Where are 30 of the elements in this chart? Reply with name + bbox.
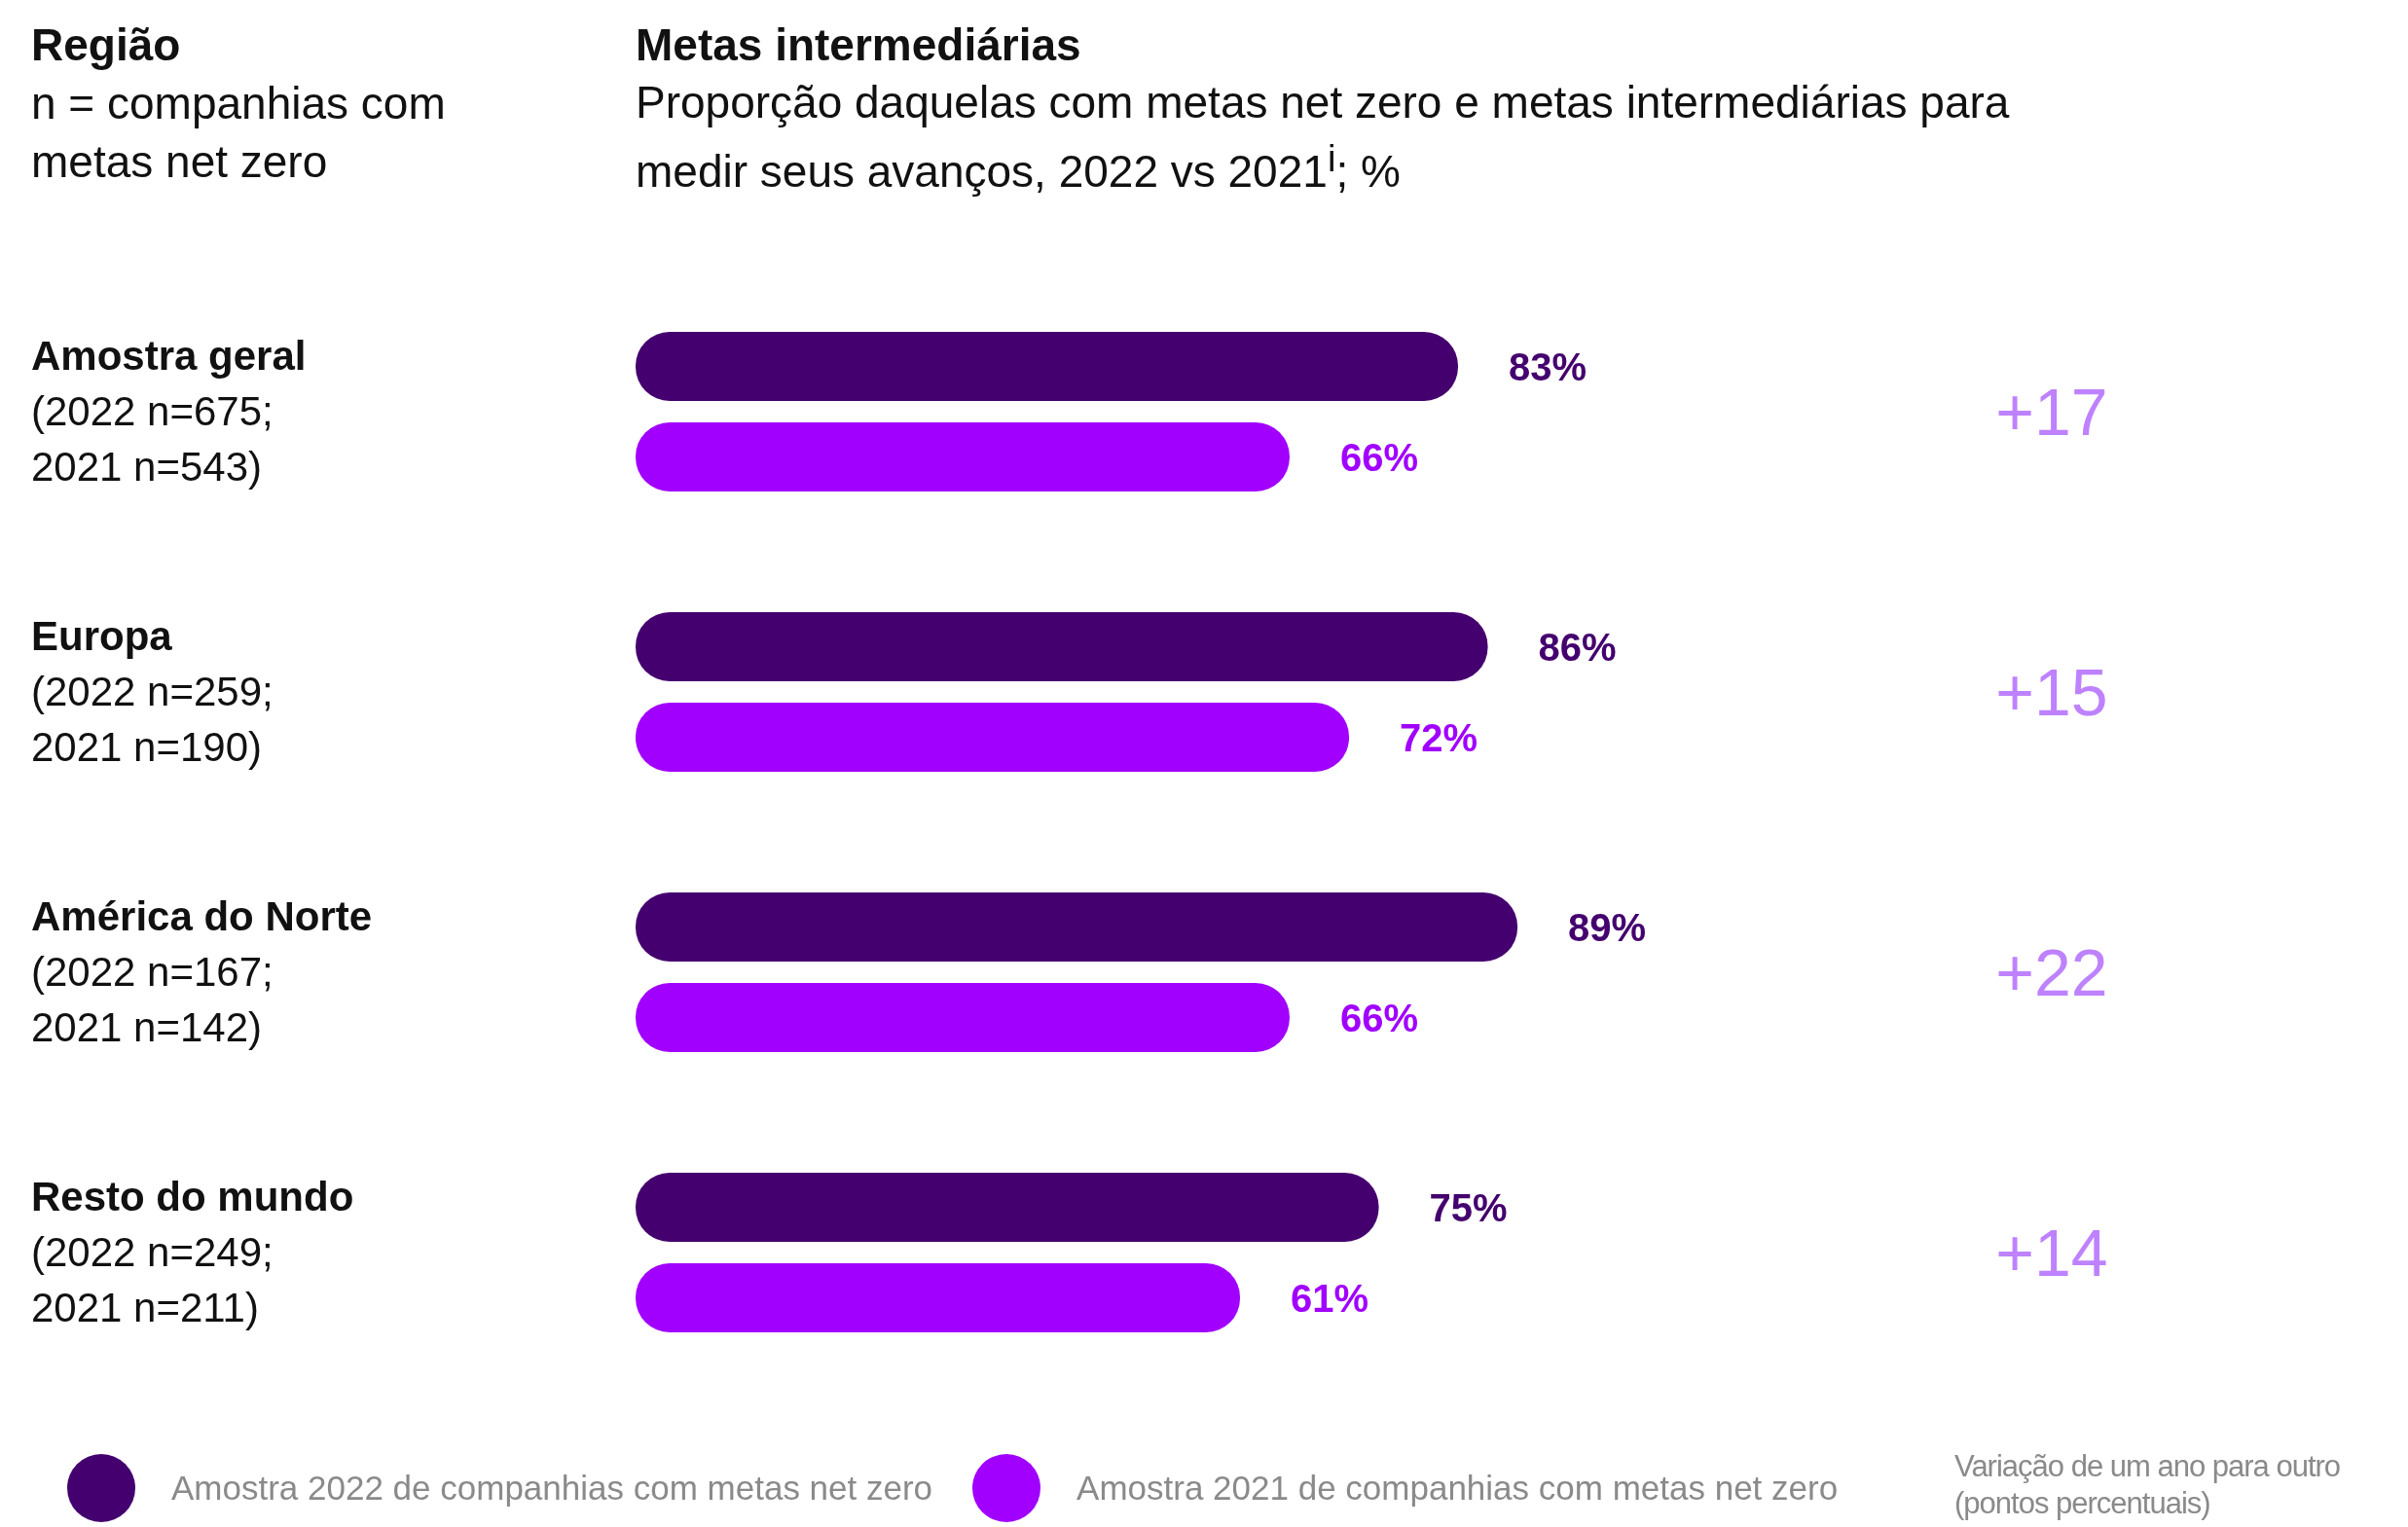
data-label: 66% xyxy=(1339,996,1419,1039)
data-label: 66% xyxy=(1339,435,1419,479)
y-axis-title: Região n = companhias com metas net zero xyxy=(31,18,447,189)
text: +15 xyxy=(1994,654,2109,731)
text: +17 xyxy=(1994,374,2109,451)
bar xyxy=(636,1173,1379,1242)
text: +14 xyxy=(1994,1215,2109,1291)
text: +22 xyxy=(1994,934,2109,1011)
bar xyxy=(636,892,1518,962)
data-label: 86% xyxy=(1538,625,1617,669)
y-tick-label: Resto do mundo (2022 n=249; 2021 n=211) xyxy=(31,1174,354,1330)
y-tick-label: Europa (2022 n=259; 2021 n=190) xyxy=(31,613,274,770)
bar xyxy=(636,983,1290,1052)
bar xyxy=(636,332,1459,401)
bar xyxy=(636,703,1350,772)
data-label: 61% xyxy=(1291,1276,1369,1320)
y-tick-label: América do Norte (2022 n=167; 2021 n=142) xyxy=(31,893,373,1050)
chart-title: Metas intermediárias xyxy=(636,18,1082,72)
y-tick-label: Amostra geral (2022 n=675; 2021 n=543) xyxy=(31,333,307,490)
chart-subtitle: Proporção daquelas com metas net zero e metas intermediárias para medir seus avanços, 2022 vs 2021$^{i}$; % xyxy=(636,76,2011,200)
data-label: 72% xyxy=(1400,715,1478,759)
data-label: 89% xyxy=(1568,905,1647,949)
legend-label: Amostra 2022 de companhias com metas net zero xyxy=(171,1469,933,1508)
bar xyxy=(636,1263,1241,1332)
data-label: 83% xyxy=(1509,345,1587,388)
text: Variação de um ano para outro (pontos percentuais) xyxy=(1954,1448,2342,1522)
bar xyxy=(636,422,1290,491)
data-label: 75% xyxy=(1429,1185,1508,1229)
legend-label: Amostra 2021 de companhias com metas net zero xyxy=(1076,1469,1839,1508)
bar xyxy=(636,612,1488,681)
